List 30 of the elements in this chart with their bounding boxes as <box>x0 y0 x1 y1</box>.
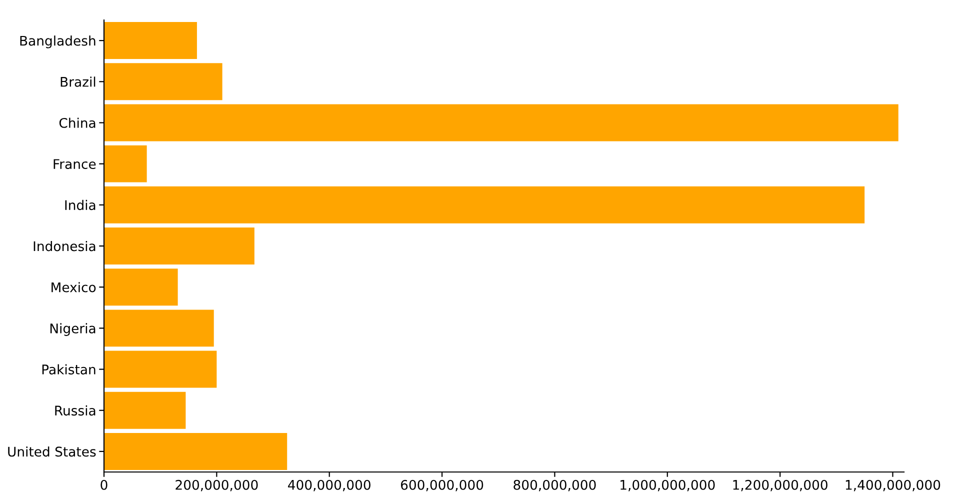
y-tick-label: France <box>54 159 96 170</box>
x-tick-label: 800,000,000 <box>514 480 596 492</box>
y-tick-label: China <box>59 118 96 128</box>
bar <box>104 228 254 264</box>
x-tick-label: 1,400,000,000 <box>846 480 940 492</box>
bar <box>104 63 222 100</box>
bar <box>104 432 288 470</box>
y-tick-label: India <box>65 200 96 210</box>
y-tick-label: United States <box>8 446 96 457</box>
y-tick-label: Brazil <box>60 76 96 87</box>
x-tick-label: 400,000,000 <box>288 480 370 492</box>
bar <box>104 310 214 347</box>
y-tick-label: Bangladesh <box>20 36 96 48</box>
bar <box>104 145 147 182</box>
bar <box>104 186 865 224</box>
bar <box>104 104 898 142</box>
x-tick-label: 200,000,000 <box>176 480 258 492</box>
y-tick-label: Mexico <box>52 282 96 292</box>
x-tick-label: 1,200,000,000 <box>733 480 828 492</box>
x-tick-label: 0 <box>100 480 108 490</box>
x-tick-label: 600,000,000 <box>400 480 484 492</box>
bar <box>104 392 186 429</box>
y-tick-label: Nigeria <box>50 323 96 336</box>
bar <box>104 268 178 306</box>
bar <box>104 22 197 60</box>
y-tick-label: Russia <box>55 405 96 416</box>
x-tick-label: 1,000,000,000 <box>620 480 715 492</box>
y-tick-label: Pakistan <box>42 364 96 374</box>
y-tick-label: Indonesia <box>34 240 96 252</box>
bar <box>104 350 217 388</box>
